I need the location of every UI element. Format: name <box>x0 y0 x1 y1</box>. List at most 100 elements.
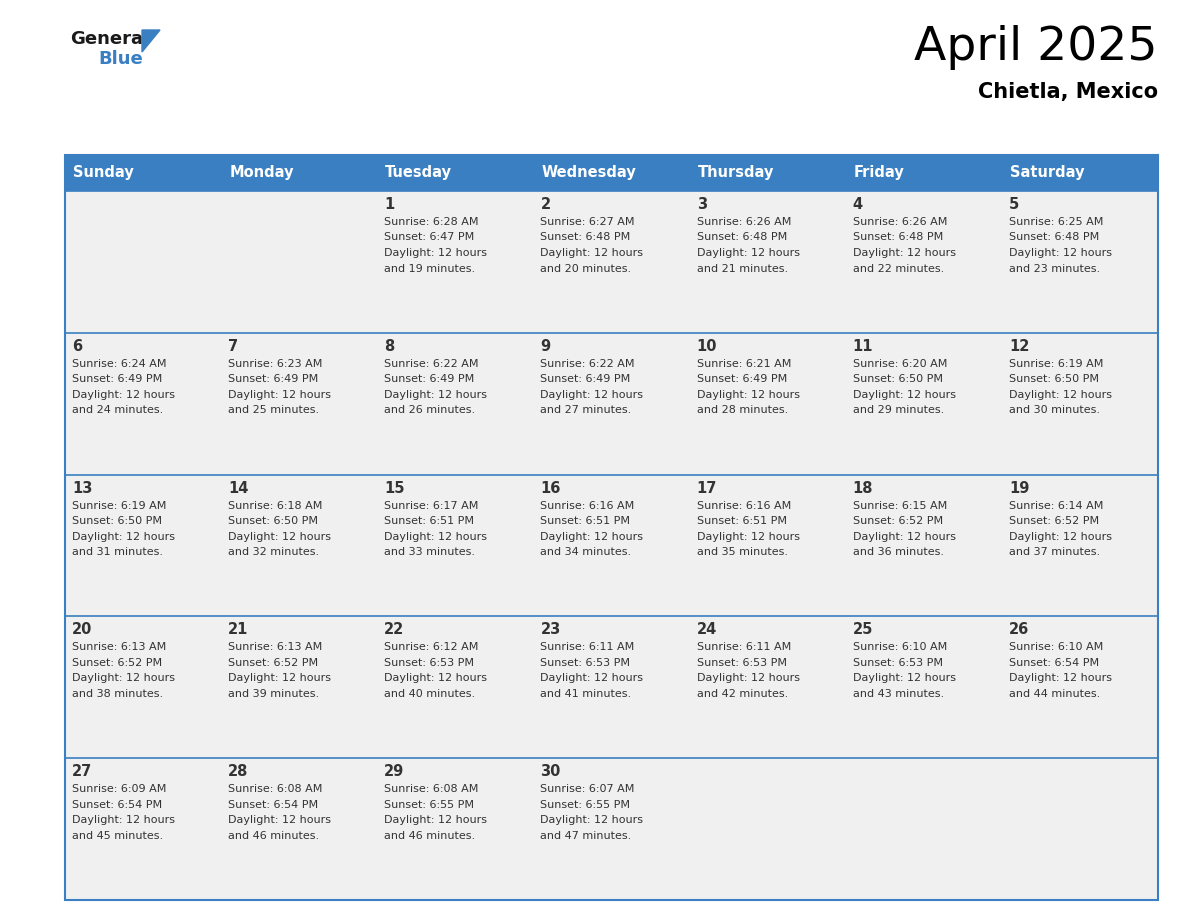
Text: Daylight: 12 hours: Daylight: 12 hours <box>72 815 175 825</box>
Text: 24: 24 <box>696 622 716 637</box>
Text: Daylight: 12 hours: Daylight: 12 hours <box>541 390 644 400</box>
Text: and 22 minutes.: and 22 minutes. <box>853 263 944 274</box>
Text: Sunset: 6:48 PM: Sunset: 6:48 PM <box>541 232 631 242</box>
Text: 4: 4 <box>853 197 862 212</box>
Text: and 26 minutes.: and 26 minutes. <box>384 406 475 415</box>
Text: Sunrise: 6:13 AM: Sunrise: 6:13 AM <box>72 643 166 653</box>
Text: Sunrise: 6:13 AM: Sunrise: 6:13 AM <box>228 643 322 653</box>
Bar <box>689 758 846 900</box>
Text: Sunrise: 6:11 AM: Sunrise: 6:11 AM <box>696 643 791 653</box>
Text: Daylight: 12 hours: Daylight: 12 hours <box>541 532 644 542</box>
Text: Sunrise: 6:25 AM: Sunrise: 6:25 AM <box>1009 217 1104 227</box>
Bar <box>378 333 533 475</box>
Text: Sunrise: 6:12 AM: Sunrise: 6:12 AM <box>384 643 479 653</box>
Text: Daylight: 12 hours: Daylight: 12 hours <box>1009 248 1112 258</box>
Bar <box>378 191 533 333</box>
Text: 9: 9 <box>541 339 550 353</box>
Text: Daylight: 12 hours: Daylight: 12 hours <box>541 248 644 258</box>
Text: April 2025: April 2025 <box>915 25 1158 70</box>
Text: Sunrise: 6:27 AM: Sunrise: 6:27 AM <box>541 217 634 227</box>
Text: Sunset: 6:55 PM: Sunset: 6:55 PM <box>384 800 474 810</box>
Text: 5: 5 <box>1009 197 1019 212</box>
Text: Daylight: 12 hours: Daylight: 12 hours <box>384 532 487 542</box>
Text: Sunset: 6:49 PM: Sunset: 6:49 PM <box>541 375 631 385</box>
Text: Sunset: 6:51 PM: Sunset: 6:51 PM <box>696 516 786 526</box>
Text: 28: 28 <box>228 764 248 779</box>
Text: and 33 minutes.: and 33 minutes. <box>384 547 475 557</box>
Text: Daylight: 12 hours: Daylight: 12 hours <box>853 674 955 683</box>
Text: Blue: Blue <box>97 50 143 68</box>
Text: Sunrise: 6:20 AM: Sunrise: 6:20 AM <box>853 359 947 369</box>
Bar <box>533 333 689 475</box>
Bar <box>1001 333 1158 475</box>
Text: Monday: Monday <box>229 165 293 181</box>
Text: 16: 16 <box>541 481 561 496</box>
Text: Sunset: 6:51 PM: Sunset: 6:51 PM <box>541 516 631 526</box>
Polygon shape <box>143 30 160 52</box>
Text: 17: 17 <box>696 481 716 496</box>
Text: Sunset: 6:50 PM: Sunset: 6:50 PM <box>228 516 318 526</box>
Text: Sunrise: 6:26 AM: Sunrise: 6:26 AM <box>853 217 947 227</box>
Text: Sunset: 6:55 PM: Sunset: 6:55 PM <box>541 800 631 810</box>
Text: and 36 minutes.: and 36 minutes. <box>853 547 943 557</box>
Bar <box>689 191 846 333</box>
Bar <box>221 616 378 758</box>
Text: Daylight: 12 hours: Daylight: 12 hours <box>696 674 800 683</box>
Bar <box>221 758 378 900</box>
Text: Daylight: 12 hours: Daylight: 12 hours <box>228 815 331 825</box>
Text: and 32 minutes.: and 32 minutes. <box>228 547 320 557</box>
Text: Daylight: 12 hours: Daylight: 12 hours <box>228 674 331 683</box>
Text: Sunrise: 6:28 AM: Sunrise: 6:28 AM <box>384 217 479 227</box>
Text: Daylight: 12 hours: Daylight: 12 hours <box>1009 390 1112 400</box>
Text: Sunrise: 6:24 AM: Sunrise: 6:24 AM <box>72 359 166 369</box>
Text: 14: 14 <box>228 481 248 496</box>
Text: and 30 minutes.: and 30 minutes. <box>1009 406 1100 415</box>
Text: Sunset: 6:52 PM: Sunset: 6:52 PM <box>72 658 162 668</box>
Bar <box>689 155 846 191</box>
Text: Sunrise: 6:09 AM: Sunrise: 6:09 AM <box>72 784 166 794</box>
Text: and 24 minutes.: and 24 minutes. <box>72 406 163 415</box>
Bar <box>378 155 533 191</box>
Text: Sunrise: 6:08 AM: Sunrise: 6:08 AM <box>228 784 322 794</box>
Text: 25: 25 <box>853 622 873 637</box>
Bar <box>1001 191 1158 333</box>
Text: Sunset: 6:52 PM: Sunset: 6:52 PM <box>853 516 943 526</box>
Text: Sunset: 6:48 PM: Sunset: 6:48 PM <box>696 232 786 242</box>
Text: Sunset: 6:47 PM: Sunset: 6:47 PM <box>384 232 474 242</box>
Bar <box>689 333 846 475</box>
Text: and 31 minutes.: and 31 minutes. <box>72 547 163 557</box>
Text: and 39 minutes.: and 39 minutes. <box>228 688 320 699</box>
Text: and 46 minutes.: and 46 minutes. <box>228 831 320 841</box>
Bar <box>1001 616 1158 758</box>
Text: and 20 minutes.: and 20 minutes. <box>541 263 632 274</box>
Text: and 28 minutes.: and 28 minutes. <box>696 406 788 415</box>
Text: Sunset: 6:53 PM: Sunset: 6:53 PM <box>853 658 943 668</box>
Text: 12: 12 <box>1009 339 1029 353</box>
Text: 3: 3 <box>696 197 707 212</box>
Text: Sunset: 6:49 PM: Sunset: 6:49 PM <box>72 375 163 385</box>
Text: Sunrise: 6:22 AM: Sunrise: 6:22 AM <box>384 359 479 369</box>
Text: and 46 minutes.: and 46 minutes. <box>384 831 475 841</box>
Text: 7: 7 <box>228 339 239 353</box>
Text: 27: 27 <box>72 764 93 779</box>
Text: Sunrise: 6:18 AM: Sunrise: 6:18 AM <box>228 500 322 510</box>
Text: Sunrise: 6:16 AM: Sunrise: 6:16 AM <box>541 500 634 510</box>
Text: Sunset: 6:50 PM: Sunset: 6:50 PM <box>72 516 162 526</box>
Text: 20: 20 <box>72 622 93 637</box>
Text: Thursday: Thursday <box>697 165 773 181</box>
Text: Sunrise: 6:08 AM: Sunrise: 6:08 AM <box>384 784 479 794</box>
Text: Daylight: 12 hours: Daylight: 12 hours <box>72 674 175 683</box>
Text: General: General <box>70 30 150 48</box>
Text: 8: 8 <box>384 339 394 353</box>
Bar <box>65 758 221 900</box>
Text: Saturday: Saturday <box>1010 165 1085 181</box>
Text: Sunset: 6:52 PM: Sunset: 6:52 PM <box>1009 516 1099 526</box>
Bar <box>846 333 1001 475</box>
Text: Sunset: 6:53 PM: Sunset: 6:53 PM <box>384 658 474 668</box>
Text: Sunrise: 6:23 AM: Sunrise: 6:23 AM <box>228 359 322 369</box>
Text: Sunrise: 6:17 AM: Sunrise: 6:17 AM <box>384 500 479 510</box>
Text: Sunset: 6:53 PM: Sunset: 6:53 PM <box>696 658 786 668</box>
Text: 22: 22 <box>384 622 405 637</box>
Text: Sunrise: 6:10 AM: Sunrise: 6:10 AM <box>1009 643 1104 653</box>
Bar <box>65 155 1158 900</box>
